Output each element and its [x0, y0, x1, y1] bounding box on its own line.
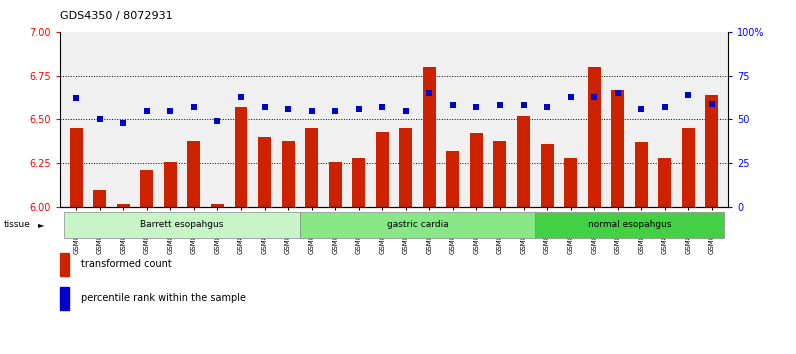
Text: normal esopahgus: normal esopahgus — [587, 220, 671, 229]
Bar — [494, 141, 506, 207]
Bar — [682, 128, 695, 207]
Text: GDS4350 / 8072931: GDS4350 / 8072931 — [60, 11, 172, 21]
Bar — [634, 142, 648, 207]
Point — [470, 104, 483, 110]
Bar — [540, 144, 553, 207]
Bar — [587, 67, 601, 207]
Bar — [400, 128, 412, 207]
Bar — [352, 158, 365, 207]
Point — [282, 106, 295, 112]
Bar — [282, 141, 295, 207]
Point — [447, 103, 459, 108]
Point — [423, 90, 435, 96]
Bar — [305, 128, 318, 207]
Point — [564, 94, 577, 99]
Bar — [611, 90, 624, 207]
Point — [93, 117, 106, 122]
Point — [140, 108, 153, 114]
Point — [117, 120, 130, 126]
Bar — [423, 67, 436, 207]
Text: tissue: tissue — [4, 220, 31, 229]
Point — [400, 108, 412, 114]
Point — [494, 103, 506, 108]
Bar — [470, 133, 483, 207]
Bar — [517, 116, 530, 207]
Point — [611, 90, 624, 96]
Point — [329, 108, 341, 114]
Bar — [64, 212, 300, 238]
Bar — [140, 170, 154, 207]
Point — [70, 96, 83, 101]
Bar — [117, 204, 130, 207]
Bar — [258, 137, 271, 207]
Point — [188, 104, 201, 110]
Point — [682, 92, 695, 98]
Text: ►: ► — [38, 220, 45, 229]
Point — [635, 106, 648, 112]
Bar — [93, 190, 106, 207]
Bar — [329, 161, 341, 207]
Bar — [70, 128, 83, 207]
Bar — [211, 204, 224, 207]
Bar — [164, 161, 177, 207]
Bar — [60, 287, 69, 310]
Point — [517, 103, 530, 108]
Text: transformed count: transformed count — [81, 259, 172, 269]
Bar — [376, 132, 388, 207]
Bar — [187, 141, 201, 207]
Point — [587, 94, 600, 99]
Bar — [60, 253, 69, 276]
Point — [305, 108, 318, 114]
Bar — [447, 151, 459, 207]
Point — [353, 106, 365, 112]
Point — [705, 101, 718, 107]
Text: percentile rank within the sample: percentile rank within the sample — [81, 293, 246, 303]
Point — [235, 94, 248, 99]
Text: gastric cardia: gastric cardia — [387, 220, 448, 229]
Point — [540, 104, 553, 110]
Point — [658, 104, 671, 110]
Bar — [705, 95, 718, 207]
Bar — [564, 158, 577, 207]
Bar — [535, 212, 724, 238]
Point — [258, 104, 271, 110]
Bar — [235, 107, 248, 207]
Bar — [658, 158, 671, 207]
Text: Barrett esopahgus: Barrett esopahgus — [140, 220, 224, 229]
Point — [211, 118, 224, 124]
Point — [376, 104, 388, 110]
Point — [164, 108, 177, 114]
Bar — [300, 212, 535, 238]
